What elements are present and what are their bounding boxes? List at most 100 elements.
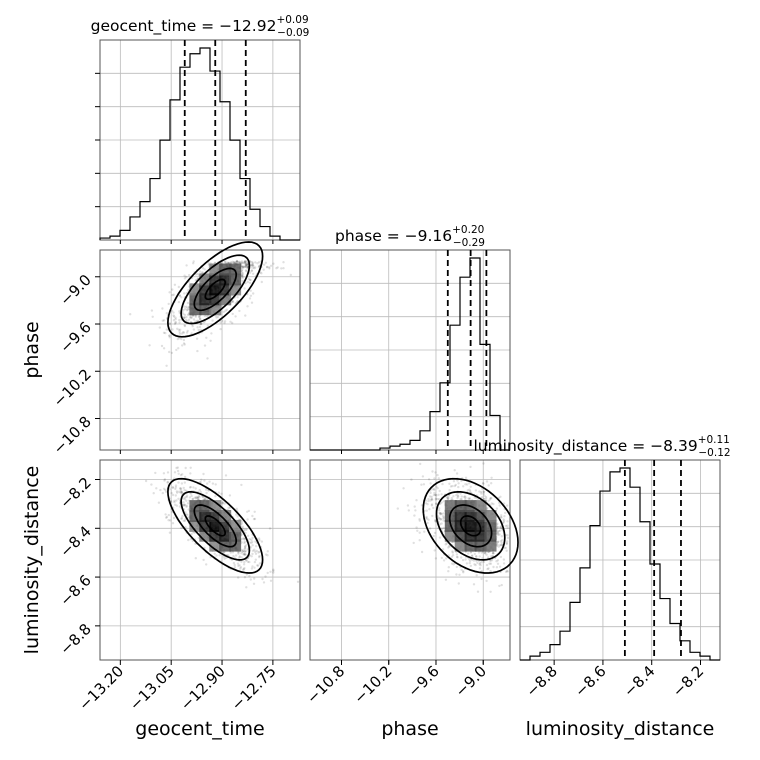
sample-point — [224, 474, 228, 477]
sample-point — [480, 561, 483, 564]
sample-point — [258, 550, 261, 553]
sample-point — [251, 260, 254, 264]
sample-point — [178, 310, 181, 313]
sample-point — [468, 497, 471, 501]
sample-point — [258, 562, 262, 565]
sample-point — [473, 552, 476, 556]
sample-point — [188, 316, 192, 319]
sample-point — [437, 493, 440, 496]
sample-point — [492, 565, 495, 569]
sample-point — [459, 498, 462, 501]
sample-point — [424, 502, 428, 505]
sample-point — [257, 261, 261, 264]
sample-point — [453, 469, 456, 472]
sample-point — [241, 525, 245, 528]
sample-point — [504, 511, 507, 515]
sample-point — [265, 265, 269, 269]
sample-point — [177, 497, 180, 500]
sample-point — [206, 482, 209, 485]
sample-point — [428, 527, 432, 530]
sample-point — [238, 564, 241, 567]
contour-level — [422, 477, 519, 574]
x-tick-label: −13.05 — [126, 662, 178, 714]
sample-point — [483, 497, 486, 501]
sample-point — [194, 487, 197, 490]
sample-point — [498, 544, 501, 547]
sample-point — [222, 551, 225, 554]
sample-point — [456, 556, 459, 559]
axes-frame — [309, 459, 511, 661]
sample-point — [427, 499, 430, 503]
title-main: luminosity_distance = −8.39 — [473, 437, 697, 456]
sample-point — [480, 492, 483, 495]
sample-point — [499, 544, 503, 547]
sample-point — [269, 570, 272, 573]
sample-point — [173, 500, 176, 504]
sample-point — [433, 477, 436, 480]
sample-point — [480, 490, 483, 494]
sample-point — [241, 279, 244, 282]
sample-point — [440, 522, 443, 525]
sample-point — [457, 495, 460, 498]
sample-point — [496, 531, 500, 534]
sample-point — [296, 580, 300, 583]
y-axis-label-phase: phase — [21, 321, 43, 378]
sample-point — [482, 462, 485, 465]
y-tick-label: −8.2 — [56, 474, 94, 512]
sample-point — [440, 512, 443, 516]
sample-point — [502, 521, 505, 525]
sample-point — [478, 567, 482, 570]
sample-point — [174, 487, 177, 491]
sample-point — [496, 530, 499, 533]
sample-point — [192, 486, 195, 489]
sample-point — [439, 518, 442, 521]
sample-point — [182, 331, 186, 334]
sample-point — [480, 551, 483, 554]
sample-point — [264, 553, 268, 556]
sample-point — [256, 564, 260, 567]
sample-point — [183, 277, 187, 280]
sample-point — [474, 563, 477, 567]
sample-point — [428, 508, 431, 511]
sample-point — [438, 536, 442, 539]
sample-point — [450, 555, 454, 558]
axes-frame — [309, 249, 511, 451]
sample-point — [193, 496, 196, 499]
sample-point — [216, 315, 219, 319]
sample-point — [249, 294, 253, 297]
y-axis-label-luminosity_distance: luminosity_distance — [21, 466, 43, 655]
sample-point — [269, 579, 273, 582]
sample-point — [169, 519, 172, 522]
sample-point — [489, 559, 492, 563]
sample-point — [245, 265, 248, 268]
contour-3 — [204, 278, 227, 301]
sample-point — [243, 547, 246, 551]
sample-point — [203, 498, 206, 501]
sample-point — [244, 547, 247, 550]
axes-2-1 — [309, 459, 519, 661]
sample-point — [433, 488, 436, 492]
sample-point — [250, 269, 254, 272]
sample-point — [199, 270, 202, 273]
sample-point — [196, 272, 199, 276]
axes-frame — [519, 459, 721, 661]
sample-point — [181, 515, 184, 518]
sample-point — [238, 260, 241, 263]
sample-point — [425, 509, 428, 512]
sample-point — [185, 264, 188, 267]
sample-point — [468, 482, 471, 485]
sample-point — [190, 532, 193, 536]
sample-point — [413, 514, 416, 517]
sample-point — [431, 470, 434, 473]
sample-point — [475, 574, 478, 577]
sample-point — [432, 534, 435, 538]
sample-point — [196, 495, 200, 499]
sample-point — [198, 325, 202, 329]
y-tick-label: −10.2 — [50, 365, 95, 410]
sample-point — [455, 472, 459, 475]
sample-point — [239, 566, 243, 569]
sample-point — [175, 504, 179, 507]
sample-point — [490, 555, 493, 558]
sample-point — [465, 562, 469, 565]
sample-point — [243, 538, 246, 541]
